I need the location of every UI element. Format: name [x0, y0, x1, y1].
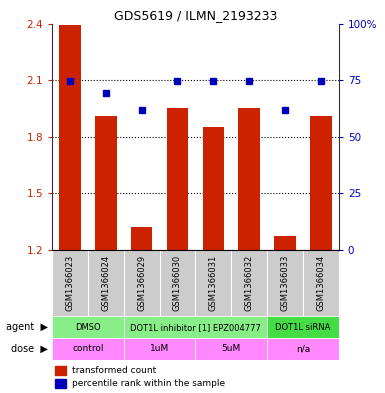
Bar	[59, 26, 81, 250]
Text: 1uM: 1uM	[150, 344, 169, 353]
Bar	[88, 250, 124, 316]
Bar	[95, 116, 117, 250]
Bar	[267, 250, 303, 316]
Bar	[310, 116, 331, 250]
Text: DOT1L siRNA: DOT1L siRNA	[275, 323, 331, 332]
Bar	[267, 338, 339, 360]
Text: GSM1366023: GSM1366023	[65, 255, 74, 311]
Text: 5uM: 5uM	[222, 344, 241, 353]
Text: transformed count: transformed count	[72, 366, 156, 375]
Bar	[274, 236, 296, 250]
Bar	[267, 316, 339, 338]
Bar	[303, 250, 339, 316]
Bar	[124, 316, 267, 338]
Bar	[52, 316, 124, 338]
Bar	[238, 108, 260, 250]
Bar	[124, 250, 159, 316]
Text: DOT1L inhibitor [1] EPZ004777: DOT1L inhibitor [1] EPZ004777	[130, 323, 261, 332]
Text: GSM1366034: GSM1366034	[316, 255, 325, 311]
Text: dose  ▶: dose ▶	[11, 344, 48, 354]
Text: GSM1366032: GSM1366032	[244, 255, 254, 311]
Text: agent  ▶: agent ▶	[6, 322, 48, 332]
Text: GSM1366024: GSM1366024	[101, 255, 110, 311]
Bar	[195, 338, 267, 360]
Text: GSM1366033: GSM1366033	[281, 255, 290, 311]
Text: GSM1366030: GSM1366030	[173, 255, 182, 311]
Text: GSM1366031: GSM1366031	[209, 255, 218, 311]
Text: GSM1366029: GSM1366029	[137, 255, 146, 311]
Bar	[124, 338, 195, 360]
Text: control: control	[72, 344, 104, 353]
Bar	[203, 127, 224, 250]
Text: DMSO: DMSO	[75, 323, 100, 332]
Bar	[131, 227, 152, 250]
Text: n/a: n/a	[296, 344, 310, 353]
Bar	[55, 379, 66, 388]
Bar	[231, 250, 267, 316]
Text: percentile rank within the sample: percentile rank within the sample	[72, 379, 225, 388]
Bar	[52, 250, 88, 316]
Bar	[195, 250, 231, 316]
Bar	[55, 366, 66, 375]
Bar	[52, 338, 124, 360]
Bar	[167, 108, 188, 250]
Bar	[159, 250, 196, 316]
Title: GDS5619 / ILMN_2193233: GDS5619 / ILMN_2193233	[114, 9, 277, 22]
